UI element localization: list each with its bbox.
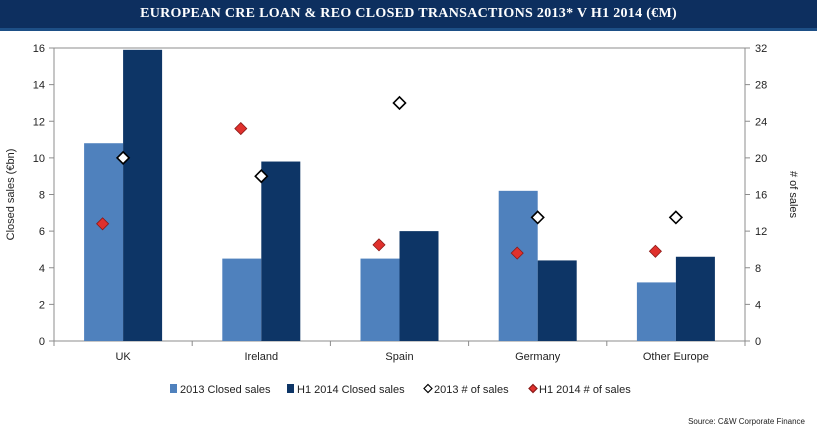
title-bar: EUROPEAN CRE LOAN & REO CLOSED TRANSACTI… (0, 0, 817, 31)
marker-2013 (668, 210, 684, 225)
y2-axis-title: # of sales (787, 171, 799, 219)
y-tick-label: 12 (33, 116, 45, 128)
bar-h1-2014 (261, 161, 301, 341)
legend-swatch (170, 384, 177, 393)
marker-h1-2014 (234, 122, 248, 136)
marker-2013 (392, 95, 407, 111)
y2-tick-label: 8 (755, 263, 761, 275)
y2-tick-label: 32 (755, 43, 767, 55)
y-tick-label: 14 (33, 80, 45, 92)
legend-marker (423, 383, 433, 394)
marker-h1-2014 (648, 244, 662, 258)
y-tick-label: 10 (33, 153, 45, 165)
y2-tick-label: 24 (755, 116, 767, 128)
x-tick-label: Other Europe (643, 351, 709, 363)
marker-h1-2014 (510, 246, 524, 260)
x-tick-label: Germany (515, 351, 561, 363)
marker-h1-2014 (96, 217, 110, 231)
legend-swatch (287, 384, 294, 393)
bar-h1-2014 (399, 231, 439, 341)
bar-2013 (636, 282, 676, 341)
marker-h1-2014 (372, 238, 386, 252)
y-tick-label: 4 (39, 263, 45, 275)
source-note: Source: C&W Corporate Finance (688, 417, 805, 426)
y-tick-label: 6 (39, 226, 45, 238)
legend-label: 2013 Closed sales (180, 384, 271, 396)
y-axis-title: Closed sales (€bn) (5, 149, 17, 241)
legend-label: 2013 # of sales (434, 384, 509, 396)
bar-2013 (360, 258, 400, 341)
y-tick-label: 0 (39, 336, 45, 348)
legend-label: H1 2014 # of sales (539, 384, 631, 396)
y2-tick-label: 16 (755, 190, 767, 202)
marker-2013 (530, 210, 545, 225)
y-tick-label: 16 (33, 43, 45, 55)
bar-2013 (84, 143, 124, 341)
chart-title: EUROPEAN CRE LOAN & REO CLOSED TRANSACTI… (140, 6, 677, 21)
y-tick-label: 2 (39, 299, 45, 311)
y2-tick-label: 28 (755, 80, 767, 92)
x-tick-label: Spain (385, 351, 413, 363)
marker-2013 (115, 150, 131, 166)
bar-2013 (222, 258, 262, 341)
legend-label: H1 2014 Closed sales (297, 384, 405, 396)
legend-marker (528, 383, 538, 394)
bar-h1-2014 (537, 260, 577, 341)
bar-h1-2014 (675, 256, 715, 341)
y2-tick-label: 20 (755, 153, 767, 165)
y-tick-label: 8 (39, 190, 45, 202)
y2-tick-label: 0 (755, 336, 761, 348)
bar-h1-2014 (123, 49, 163, 342)
y2-tick-label: 12 (755, 226, 767, 238)
marker-2013 (254, 169, 269, 184)
x-tick-label: UK (115, 351, 131, 363)
bar-2013 (498, 190, 538, 341)
y2-tick-label: 4 (755, 299, 761, 311)
x-tick-label: Ireland (244, 351, 278, 363)
